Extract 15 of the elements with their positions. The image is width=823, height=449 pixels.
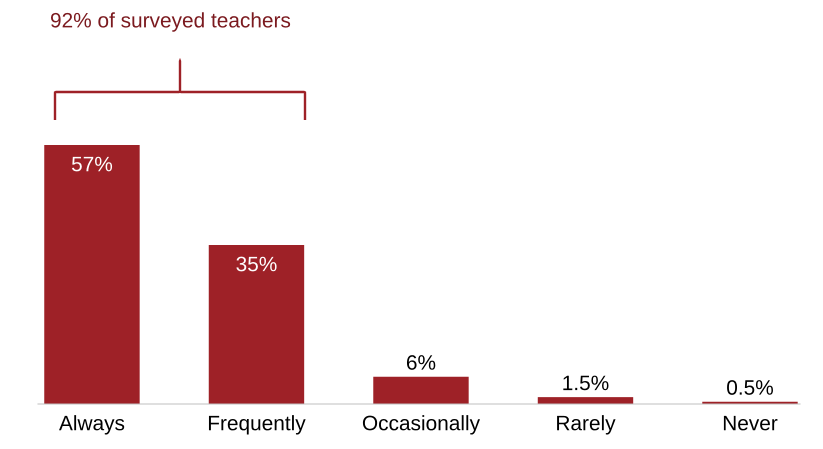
- x-tick-label: Never: [724, 416, 778, 430]
- x-tick-label: Frequently: [208, 415, 306, 435]
- data-label: 57%: [72, 156, 112, 172]
- data-label: 35%: [236, 256, 277, 272]
- bar: [208, 244, 304, 404]
- x-tick-label: Rarely: [557, 415, 616, 435]
- data-label: 0.5%: [727, 380, 773, 395]
- data-label: 1.5%: [563, 376, 608, 390]
- text: 92% of surveyed teachers: [50, 12, 290, 32]
- data-label: 6%: [406, 355, 436, 370]
- x-tick-label: Occasionally: [362, 415, 480, 435]
- bar: [373, 376, 469, 404]
- bar: [538, 397, 634, 404]
- x-tick-label: Always: [59, 415, 124, 435]
- bar: [44, 145, 140, 404]
